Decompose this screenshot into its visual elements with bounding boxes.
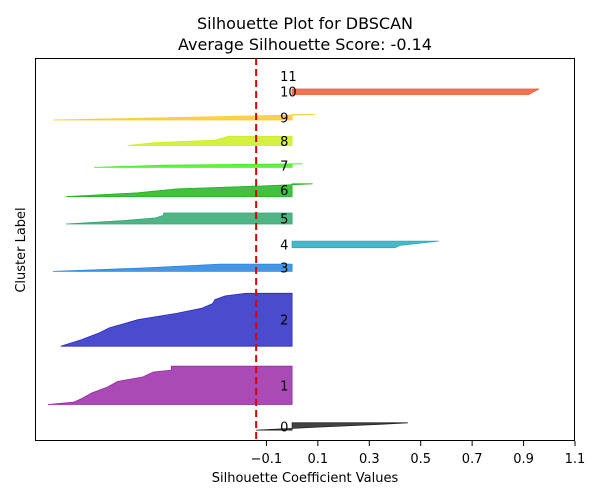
cluster-label-2: 2	[280, 314, 288, 329]
cluster-label-11: 11	[280, 70, 297, 85]
x-tick-label: 0.7	[462, 452, 483, 467]
x-tick-label: 0.1	[308, 452, 329, 467]
cluster-label-5: 5	[280, 213, 288, 228]
chart-subtitle: Average Silhouette Score: -0.14	[178, 35, 432, 54]
cluster-label-7: 7	[280, 160, 288, 175]
silhouette-cluster-9	[52, 114, 316, 121]
cluster-label-1: 1	[280, 379, 288, 394]
cluster-label-6: 6	[280, 184, 288, 199]
cluster-label-10: 10	[280, 86, 297, 101]
silhouette-cluster-5	[65, 212, 293, 225]
x-tick-label: 0.3	[359, 452, 380, 467]
silhouette-cluster-3	[52, 263, 293, 272]
silhouette-cluster-0	[256, 422, 408, 431]
silhouette-cluster-6	[65, 183, 313, 197]
silhouette-cluster-1	[47, 365, 293, 405]
cluster-label-0: 0	[280, 420, 288, 435]
cluster-label-8: 8	[280, 135, 288, 150]
x-tick-label: 0.5	[410, 452, 431, 467]
cluster-label-4: 4	[280, 238, 288, 253]
y-axis-label: Cluster Label	[14, 207, 29, 292]
plot-frame	[35, 58, 575, 441]
cluster-label-9: 9	[280, 111, 288, 126]
x-axis: −0.1 0.1 0.3 0.5 0.7 0.9 1.1	[251, 441, 586, 467]
x-axis-label: Silhouette Coefficient Values	[212, 471, 399, 486]
silhouette-cluster-4	[291, 240, 439, 249]
silhouette-cluster-7	[94, 163, 303, 168]
x-tick-label: −0.1	[251, 452, 283, 467]
x-tick-label: 1.1	[565, 452, 586, 467]
chart-title: Silhouette Plot for DBSCAN	[197, 14, 413, 33]
x-tick-label: 0.9	[513, 452, 534, 467]
silhouette-cluster-8	[127, 136, 293, 146]
silhouette-cluster-2	[60, 292, 293, 347]
cluster-label-3: 3	[280, 262, 288, 277]
silhouette-cluster-10	[291, 88, 540, 95]
